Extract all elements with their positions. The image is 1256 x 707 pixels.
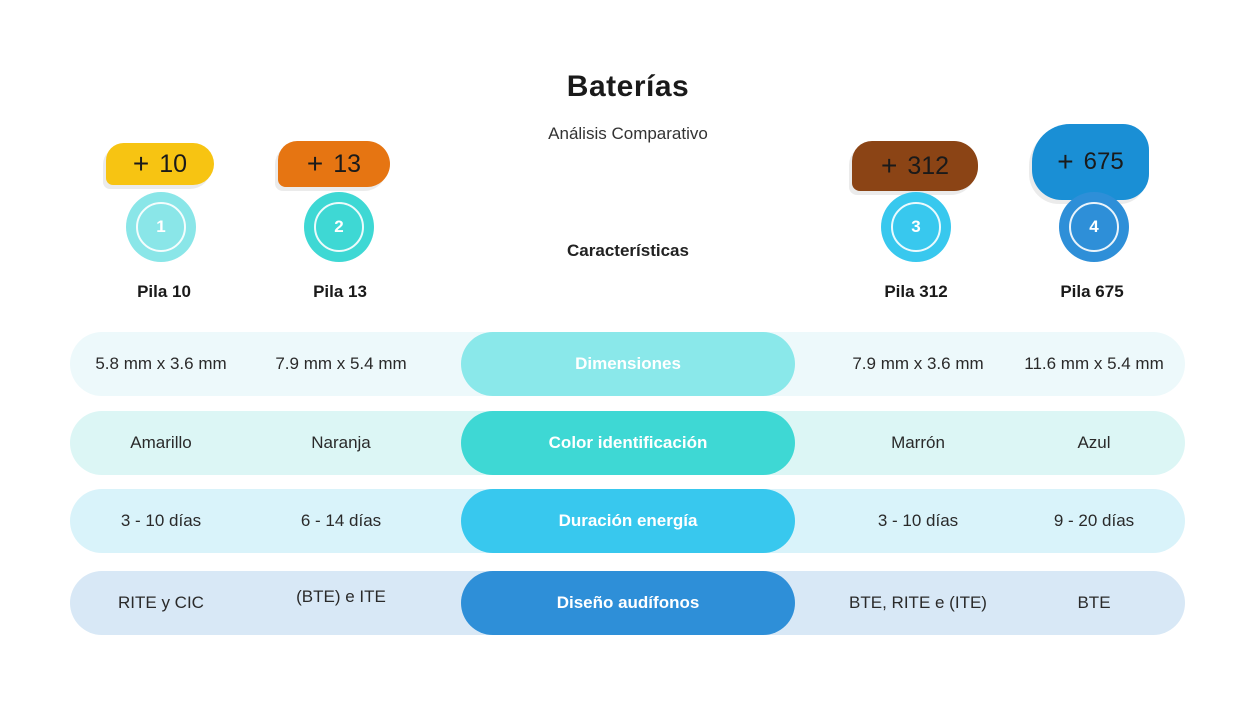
battery-tab-312: + 312 bbox=[852, 141, 978, 191]
battery-tab-number: 675 bbox=[1083, 148, 1124, 175]
battery-badge-3: 3 bbox=[881, 192, 951, 262]
section-heading: Características bbox=[567, 241, 689, 260]
badge-number: 2 bbox=[314, 202, 364, 252]
cell-pila13: 7.9 mm x 5.4 mm bbox=[275, 354, 407, 373]
battery-label-312: Pila 312 bbox=[884, 282, 948, 301]
cell-pila13: (BTE) e ITE bbox=[296, 587, 386, 606]
battery-label-10: Pila 10 bbox=[137, 282, 191, 301]
cell-pila13: Naranja bbox=[311, 433, 371, 452]
cell-pila675: 11.6 mm x 5.4 mm bbox=[1024, 354, 1164, 373]
plus-icon: + bbox=[1057, 146, 1074, 177]
battery-tab-number: 10 bbox=[159, 149, 188, 178]
feature-pill-duracion: Duración energía bbox=[461, 489, 795, 553]
feature-pill-color: Color identificación bbox=[461, 411, 795, 475]
battery-tab-number: 13 bbox=[333, 149, 362, 178]
feature-pill-diseno: Diseño audífonos bbox=[461, 571, 795, 635]
page-title: Baterías bbox=[566, 70, 690, 103]
cell-pila312: 3 - 10 días bbox=[877, 511, 959, 530]
cell-pila10: Amarillo bbox=[130, 433, 192, 452]
cell-pila312: BTE, RITE e (ITE) bbox=[849, 593, 987, 612]
cell-pila13: 6 - 14 días bbox=[300, 511, 382, 530]
badge-number: 3 bbox=[891, 202, 941, 252]
cell-pila10: 5.8 mm x 3.6 mm bbox=[95, 354, 227, 373]
battery-tab-number: 312 bbox=[907, 151, 950, 180]
battery-tab-675: + 675 bbox=[1032, 124, 1149, 200]
battery-label-13: Pila 13 bbox=[313, 282, 367, 301]
cell-pila675: 9 - 20 días bbox=[1053, 511, 1135, 530]
battery-tab-10: + 10 bbox=[106, 143, 214, 185]
battery-badge-2: 2 bbox=[304, 192, 374, 262]
plus-icon: + bbox=[132, 148, 150, 179]
cell-pila10: RITE y CIC bbox=[118, 593, 204, 612]
page-subtitle: Análisis Comparativo bbox=[548, 124, 708, 143]
plus-icon: + bbox=[880, 150, 898, 181]
battery-badge-1: 1 bbox=[126, 192, 196, 262]
badge-number: 4 bbox=[1069, 202, 1119, 252]
cell-pila675: Azul bbox=[1077, 433, 1111, 452]
feature-pill-dimensiones: Dimensiones bbox=[461, 332, 795, 396]
battery-badge-4: 4 bbox=[1059, 192, 1129, 262]
cell-pila312: Marrón bbox=[891, 433, 945, 452]
battery-tab-13: + 13 bbox=[278, 141, 390, 187]
battery-label-675: Pila 675 bbox=[1060, 282, 1124, 301]
cell-pila312: 7.9 mm x 3.6 mm bbox=[852, 354, 984, 373]
badge-number: 1 bbox=[136, 202, 186, 252]
cell-pila675: BTE bbox=[1077, 593, 1111, 612]
cell-pila10: 3 - 10 días bbox=[120, 511, 202, 530]
plus-icon: + bbox=[306, 148, 324, 179]
